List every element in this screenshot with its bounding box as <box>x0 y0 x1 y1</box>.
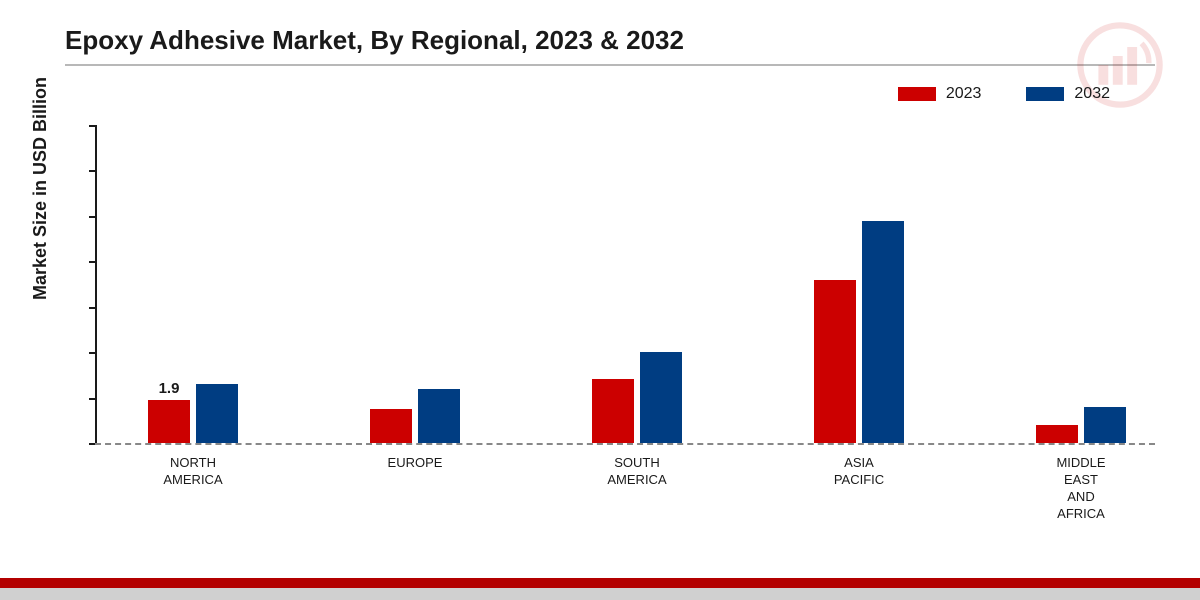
y-tick <box>89 443 95 445</box>
x-axis-label: EUROPE <box>388 455 443 472</box>
legend-label-2023: 2023 <box>946 85 982 103</box>
legend-item-2023: 2023 <box>898 85 982 103</box>
y-tick <box>89 307 95 309</box>
y-tick <box>89 261 95 263</box>
y-axis-label: Market Size in USD Billion <box>30 77 51 300</box>
title-underline <box>65 64 1155 66</box>
bar <box>862 221 904 443</box>
bar <box>814 280 856 443</box>
y-tick <box>89 352 95 354</box>
bar-group <box>370 389 460 443</box>
legend-label-2032: 2032 <box>1074 85 1110 103</box>
footer-red-bar <box>0 578 1200 588</box>
bar <box>196 384 238 443</box>
x-axis-label: MIDDLE EAST AND AFRICA <box>1056 455 1105 523</box>
bar <box>370 409 412 443</box>
legend-swatch-2023 <box>898 87 936 101</box>
footer-grey-bar <box>0 588 1200 600</box>
bar <box>640 352 682 443</box>
y-tick <box>89 125 95 127</box>
legend-item-2032: 2032 <box>1026 85 1110 103</box>
bar-group <box>814 221 904 443</box>
x-baseline <box>95 443 1155 445</box>
bar <box>418 389 460 443</box>
bar <box>1084 407 1126 443</box>
x-axis-label: SOUTH AMERICA <box>607 455 666 489</box>
y-axis-line <box>95 125 97 445</box>
bar <box>592 379 634 443</box>
bar <box>1036 425 1078 443</box>
value-label: 1.9 <box>159 380 180 397</box>
legend: 2023 2032 <box>898 85 1110 103</box>
bar-group <box>1036 407 1126 443</box>
x-axis-label: ASIA PACIFIC <box>834 455 884 489</box>
x-axis-label: NORTH AMERICA <box>163 455 222 489</box>
chart-plot-area: 1.9 NORTH AMERICAEUROPESOUTH AMERICAASIA… <box>95 125 1155 465</box>
legend-swatch-2032 <box>1026 87 1064 101</box>
y-tick <box>89 170 95 172</box>
bar-group <box>592 352 682 443</box>
y-tick <box>89 216 95 218</box>
bar <box>148 400 190 443</box>
y-tick <box>89 398 95 400</box>
chart-title: Epoxy Adhesive Market, By Regional, 2023… <box>65 25 1170 56</box>
